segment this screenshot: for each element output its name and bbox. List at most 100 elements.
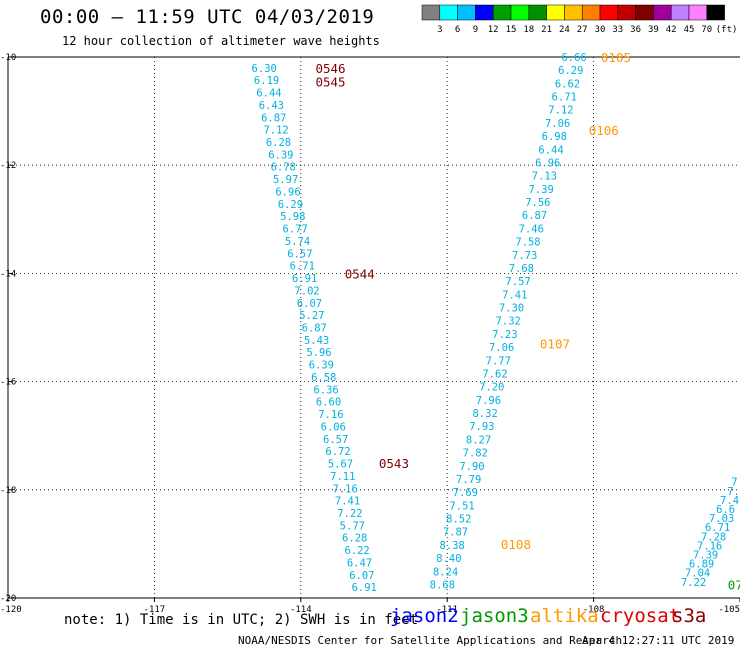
swh-value-label: 8.24 — [433, 566, 458, 578]
swh-value-label: 7.56 — [525, 197, 550, 209]
swh-value-label: 6.66 — [561, 52, 586, 64]
swh-value-label: 5.77 — [340, 520, 365, 532]
legend-jason2: jason2 — [390, 605, 459, 627]
swh-value-label: 8.68 — [430, 579, 455, 591]
swh-value-label: 6.22 — [344, 545, 369, 557]
swh-value-label: 8.38 — [440, 540, 465, 552]
swh-value-label: 6.43 — [259, 100, 284, 112]
legend-altika: altika — [530, 605, 599, 627]
colorbar-tick: 9 — [473, 25, 478, 35]
swh-value-label: 6.57 — [323, 434, 348, 446]
swh-value-label: 6.71 — [552, 92, 577, 104]
colorbar-tick: 18 — [523, 25, 534, 35]
swh-value-label: 6.91 — [352, 582, 377, 594]
swh-value-label: 6.87 — [261, 112, 286, 124]
swh-value-label: 6.07 — [297, 298, 322, 310]
y-tick-label: -14 — [0, 269, 16, 279]
colorbar-swatch — [439, 4, 458, 21]
swh-value-label: 5.74 — [285, 236, 310, 248]
swh-value-label: 7.82 — [463, 448, 488, 460]
swh-value-label: 6.58 — [311, 372, 336, 384]
swh-value-label: 7. — [727, 486, 740, 498]
swh-value-label: 6.78 — [271, 162, 296, 174]
swh-value-label: 8.32 — [472, 408, 497, 420]
swh-value-label: 6.44 — [538, 144, 563, 156]
pass-time-label: 0108 — [501, 537, 531, 552]
colorbar-tick: 6 — [455, 25, 460, 35]
x-tick-label: -114 — [290, 605, 312, 615]
swh-value-label: 7. — [731, 477, 740, 489]
swh-value-label: 5.27 — [299, 310, 324, 322]
swh-value-label: 7.16 — [697, 540, 722, 552]
y-tick-label: -16 — [0, 378, 16, 388]
swh-value-label: 7.22 — [337, 508, 362, 520]
swh-value-label: 6.44 — [256, 88, 281, 100]
chart-subtitle: 12 hour collection of altimeter wave hei… — [62, 34, 380, 48]
x-tick-label: -111 — [436, 605, 458, 615]
colorbar-tick: 42 — [666, 25, 677, 35]
swh-value-label: 7.58 — [515, 237, 540, 249]
swh-value-label: 6.29 — [558, 65, 583, 77]
colorbar-swatch — [635, 4, 654, 21]
swh-value-label: 5.96 — [306, 347, 331, 359]
swh-value-label: 6.62 — [555, 78, 580, 90]
swh-value-label: 6.87 — [302, 323, 327, 335]
swh-value-label: 6.07 — [349, 570, 374, 582]
y-tick-label: -10 — [0, 53, 16, 63]
colorbar-swatch — [546, 4, 565, 21]
swh-value-label: 6.06 — [321, 421, 346, 433]
swh-value-label: 7.62 — [482, 368, 507, 380]
colorbar-swatch — [510, 4, 530, 21]
colorbar-swatch — [599, 4, 619, 21]
swh-value-label: 8.27 — [466, 434, 491, 446]
colorbar-tick: 33 — [612, 25, 623, 35]
swh-value-label: 6.19 — [254, 75, 279, 87]
footer-credit: NOAA/NESDIS Center for Satellite Applica… — [238, 634, 623, 647]
colorbar-swatch — [528, 4, 547, 21]
swh-value-label: 7.87 — [443, 527, 468, 539]
pass-time-label: 0105 — [601, 50, 631, 65]
colorbar-swatch — [670, 4, 690, 21]
colorbar-tick: 39 — [648, 25, 659, 35]
swh-value-label: 7.02 — [294, 285, 319, 297]
swh-value-label: 6.98 — [542, 131, 567, 143]
swh-value-label: 6.39 — [268, 149, 293, 161]
colorbar-swatch — [653, 4, 672, 21]
swh-value-label: 7.39 — [528, 184, 553, 196]
y-tick-label: -20 — [0, 594, 16, 604]
swh-value-label: 7.41 — [502, 289, 527, 301]
swh-value-label: 6.57 — [287, 248, 312, 260]
swh-value-label: 6.28 — [266, 137, 291, 149]
colorbar-swatch — [457, 4, 476, 21]
colorbar-tick: 30 — [595, 25, 606, 35]
units-note: note: 1) Time is in UTC; 2) SWH is in fe… — [64, 612, 419, 628]
chart-title: 00:00 – 11:59 UTC 04/03/2019 — [40, 6, 375, 28]
colorbar-tick: 70 — [701, 25, 712, 35]
y-tick-label: -18 — [0, 486, 16, 496]
swh-value-label: 7.06 — [489, 342, 514, 354]
swh-value-label: 7.77 — [486, 355, 511, 367]
swh-value-label: 7.12 — [548, 105, 573, 117]
swh-value-label: 5.98 — [280, 211, 305, 223]
swh-value-label: 6.77 — [283, 224, 308, 236]
swh-value-label: 6.72 — [325, 446, 350, 458]
swh-value-label: 8.40 — [436, 553, 461, 565]
swh-value-label: 7.13 — [532, 171, 557, 183]
colorbar-unit: (ft) — [716, 25, 738, 35]
swh-value-label: 6.47 — [347, 557, 372, 569]
swh-value-label: 7.06 — [545, 118, 570, 130]
colorbar-swatch — [617, 4, 636, 21]
swh-value-label: 7.57 — [505, 276, 530, 288]
swh-value-label: 7.69 — [453, 487, 478, 499]
swh-value-label: 6.30 — [252, 63, 277, 75]
swh-value-label: 7.4 — [720, 495, 739, 507]
pass-time-label: 0107 — [540, 337, 570, 352]
legend-s3a: s3a — [672, 605, 707, 627]
swh-value-label: 7.20 — [479, 382, 504, 394]
colorbar-tick: 36 — [630, 25, 641, 35]
swh-value-label: 7.16 — [333, 483, 358, 495]
x-tick-label: -105 — [718, 605, 740, 615]
swh-value-label: 6.71 — [705, 522, 730, 534]
swh-value-label: 6.29 — [278, 199, 303, 211]
